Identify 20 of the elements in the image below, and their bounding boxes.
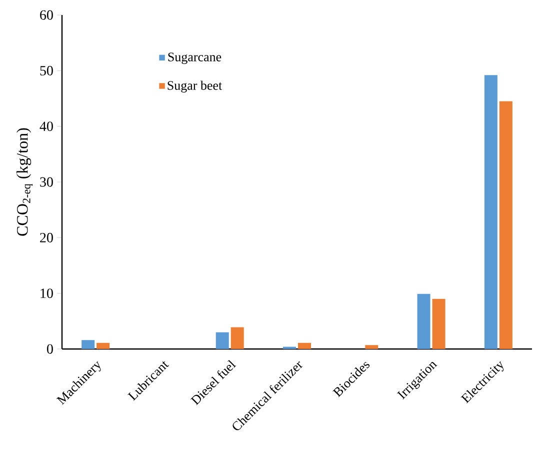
- bar: [432, 298, 446, 349]
- y-tick-label: 10: [40, 288, 53, 298]
- y-axis-title: CCO$_{2-eq}$ (kg/ton): [16, 128, 33, 236]
- legend-label: Sugar beet: [168, 80, 222, 93]
- y-tick-label: 30: [40, 177, 53, 187]
- y-tick-label: 20: [40, 232, 53, 242]
- bar: [484, 75, 498, 349]
- bar: [96, 342, 110, 349]
- y-tick-label: 60: [40, 10, 53, 20]
- bar: [499, 101, 512, 349]
- bar: [216, 332, 229, 349]
- bar: [82, 340, 95, 349]
- y-tick-label: 50: [40, 66, 53, 76]
- legend-label: Sugarcane: [168, 52, 222, 64]
- bar: [417, 294, 430, 349]
- bar: [230, 327, 244, 349]
- bar: [365, 345, 378, 349]
- bar: [298, 342, 311, 349]
- y-tick-label: 40: [40, 122, 53, 132]
- y-tick-label: 0: [47, 344, 53, 354]
